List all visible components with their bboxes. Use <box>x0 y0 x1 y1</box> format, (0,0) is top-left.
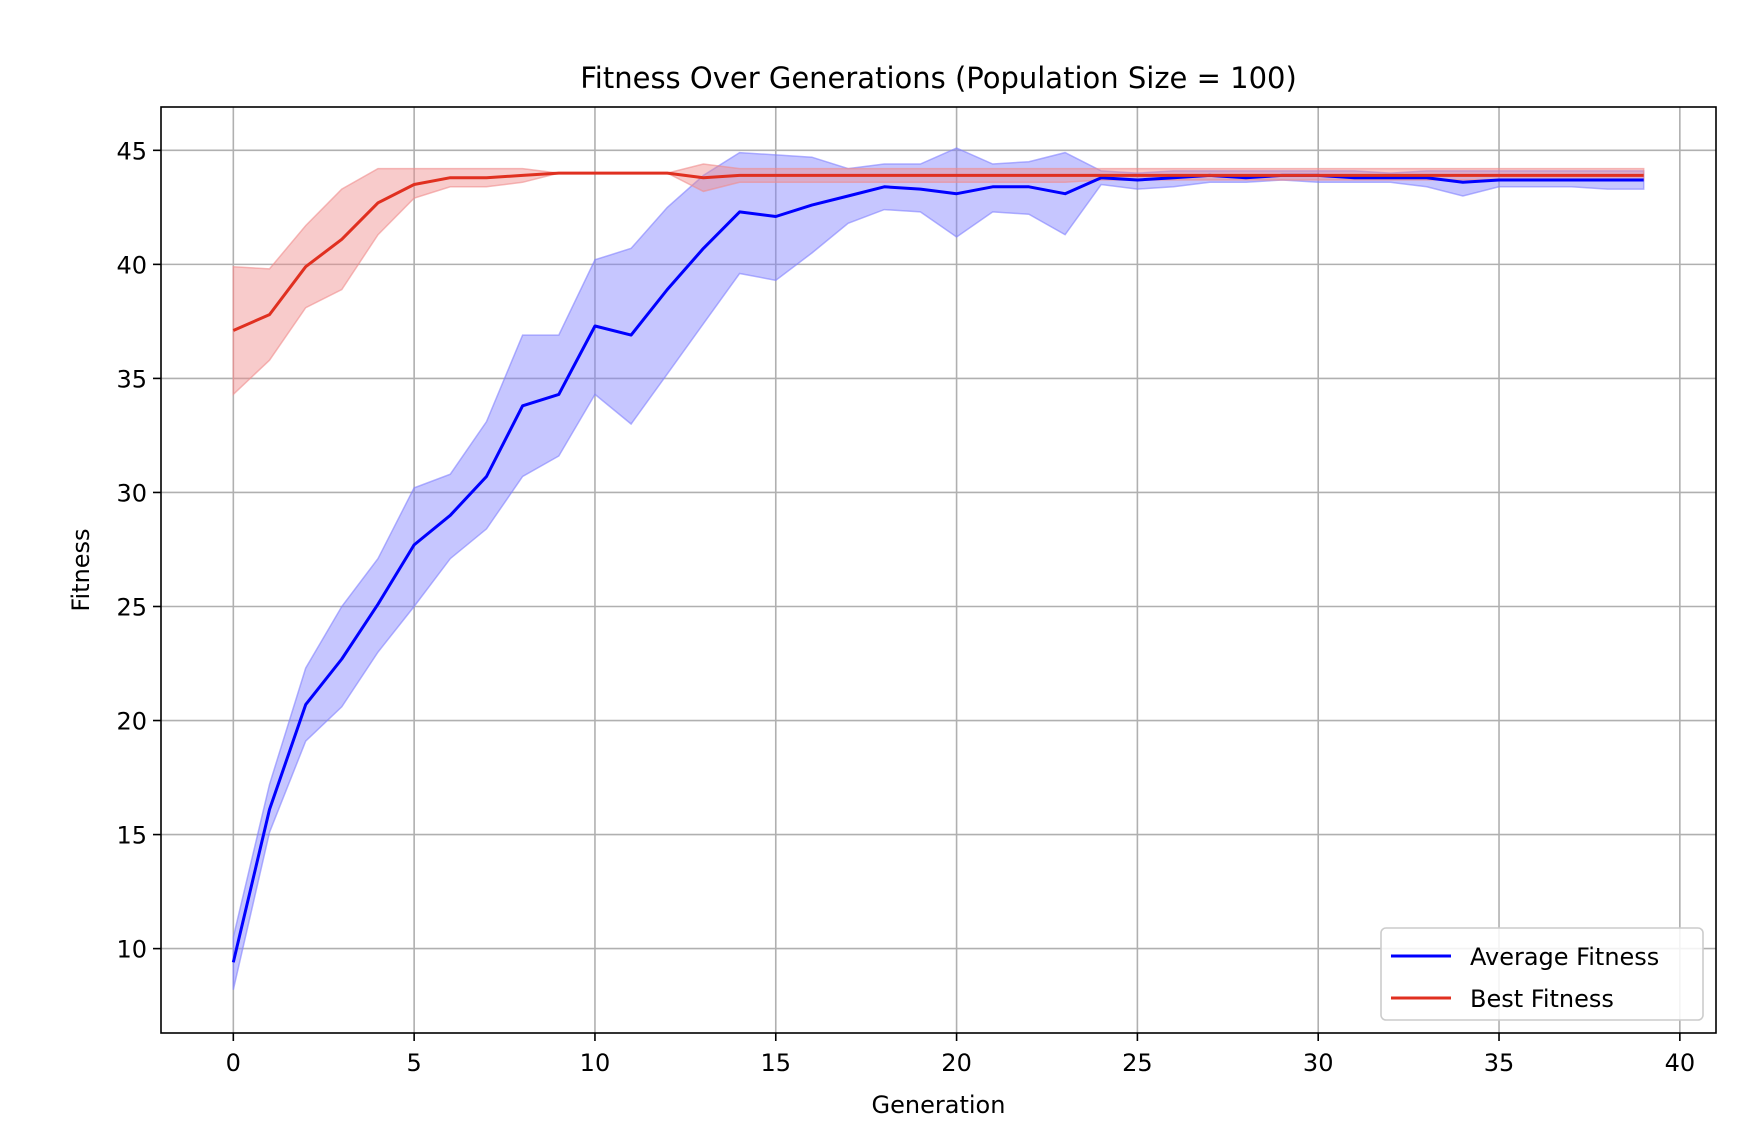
legend-box <box>1380 927 1704 1021</box>
y-tick-label: 45 <box>116 137 147 165</box>
x-tick-label: 15 <box>760 1049 791 1077</box>
legend: Average Fitness Best Fitness <box>1380 927 1704 1021</box>
x-axis-label: Generation <box>872 1091 1006 1119</box>
y-tick-label: 15 <box>116 822 147 850</box>
line-best-fitness <box>232 171 1644 332</box>
x-tick-label: 5 <box>406 1049 421 1077</box>
x-tick-label: 20 <box>941 1049 972 1077</box>
y-tick-label: 40 <box>116 251 147 279</box>
y-tick-label: 20 <box>116 708 147 736</box>
line-average-fitness <box>231 173 1644 963</box>
y-axis-label: Fitness <box>67 528 95 611</box>
x-tick-label: 30 <box>1303 1049 1334 1077</box>
chart-title: Fitness Over Generations (Population Siz… <box>580 61 1297 95</box>
legend-label-average-fitness: Average Fitness <box>1470 943 1659 971</box>
y-tick-label: 30 <box>116 479 147 507</box>
y-tick-label: 35 <box>116 365 147 393</box>
axis-ticks: 0 5 10 15 20 25 30 35 40 10 15 20 25 30 35 40 45 <box>116 137 1695 1077</box>
series-lines <box>231 171 1644 963</box>
x-tick-label: 35 <box>1484 1049 1515 1077</box>
y-tick-label: 10 <box>116 936 147 964</box>
confidence-bands <box>232 147 1645 990</box>
grid <box>161 107 1716 1033</box>
x-tick-label: 0 <box>226 1049 241 1077</box>
legend-label-best-fitness: Best Fitness <box>1470 985 1614 1013</box>
x-tick-label: 40 <box>1665 1049 1696 1077</box>
y-tick-label: 25 <box>116 593 147 621</box>
x-tick-label: 10 <box>580 1049 611 1077</box>
x-tick-label: 25 <box>1122 1049 1153 1077</box>
band-average-fitness <box>232 147 1645 990</box>
plot-area-frame <box>160 106 1717 1034</box>
